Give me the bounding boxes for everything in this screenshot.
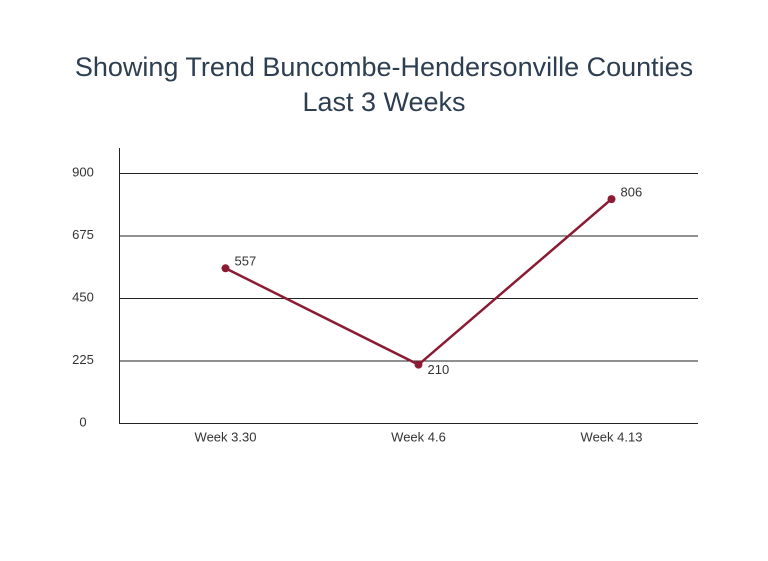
y-tick-label: 675 [72,227,94,242]
x-tick-label: Week 4.6 [391,429,446,444]
y-tick-label: 225 [72,352,94,367]
point [221,264,230,273]
y-tick-label: 0 [79,414,86,429]
data-label: 557 [235,254,257,269]
y-tick-label: 900 [72,164,94,179]
chart-title: Showing Trend Buncombe-Hendersonville Co… [74,52,694,117]
line [224,198,613,367]
point [414,360,423,369]
point [607,195,616,204]
x-tick-label: Week 4.13 [581,429,643,444]
data-label: 210 [428,362,450,377]
data-label: 806 [621,185,643,200]
x-tick-label: Week 3.30 [195,429,257,444]
y-tick-label: 450 [72,289,94,304]
